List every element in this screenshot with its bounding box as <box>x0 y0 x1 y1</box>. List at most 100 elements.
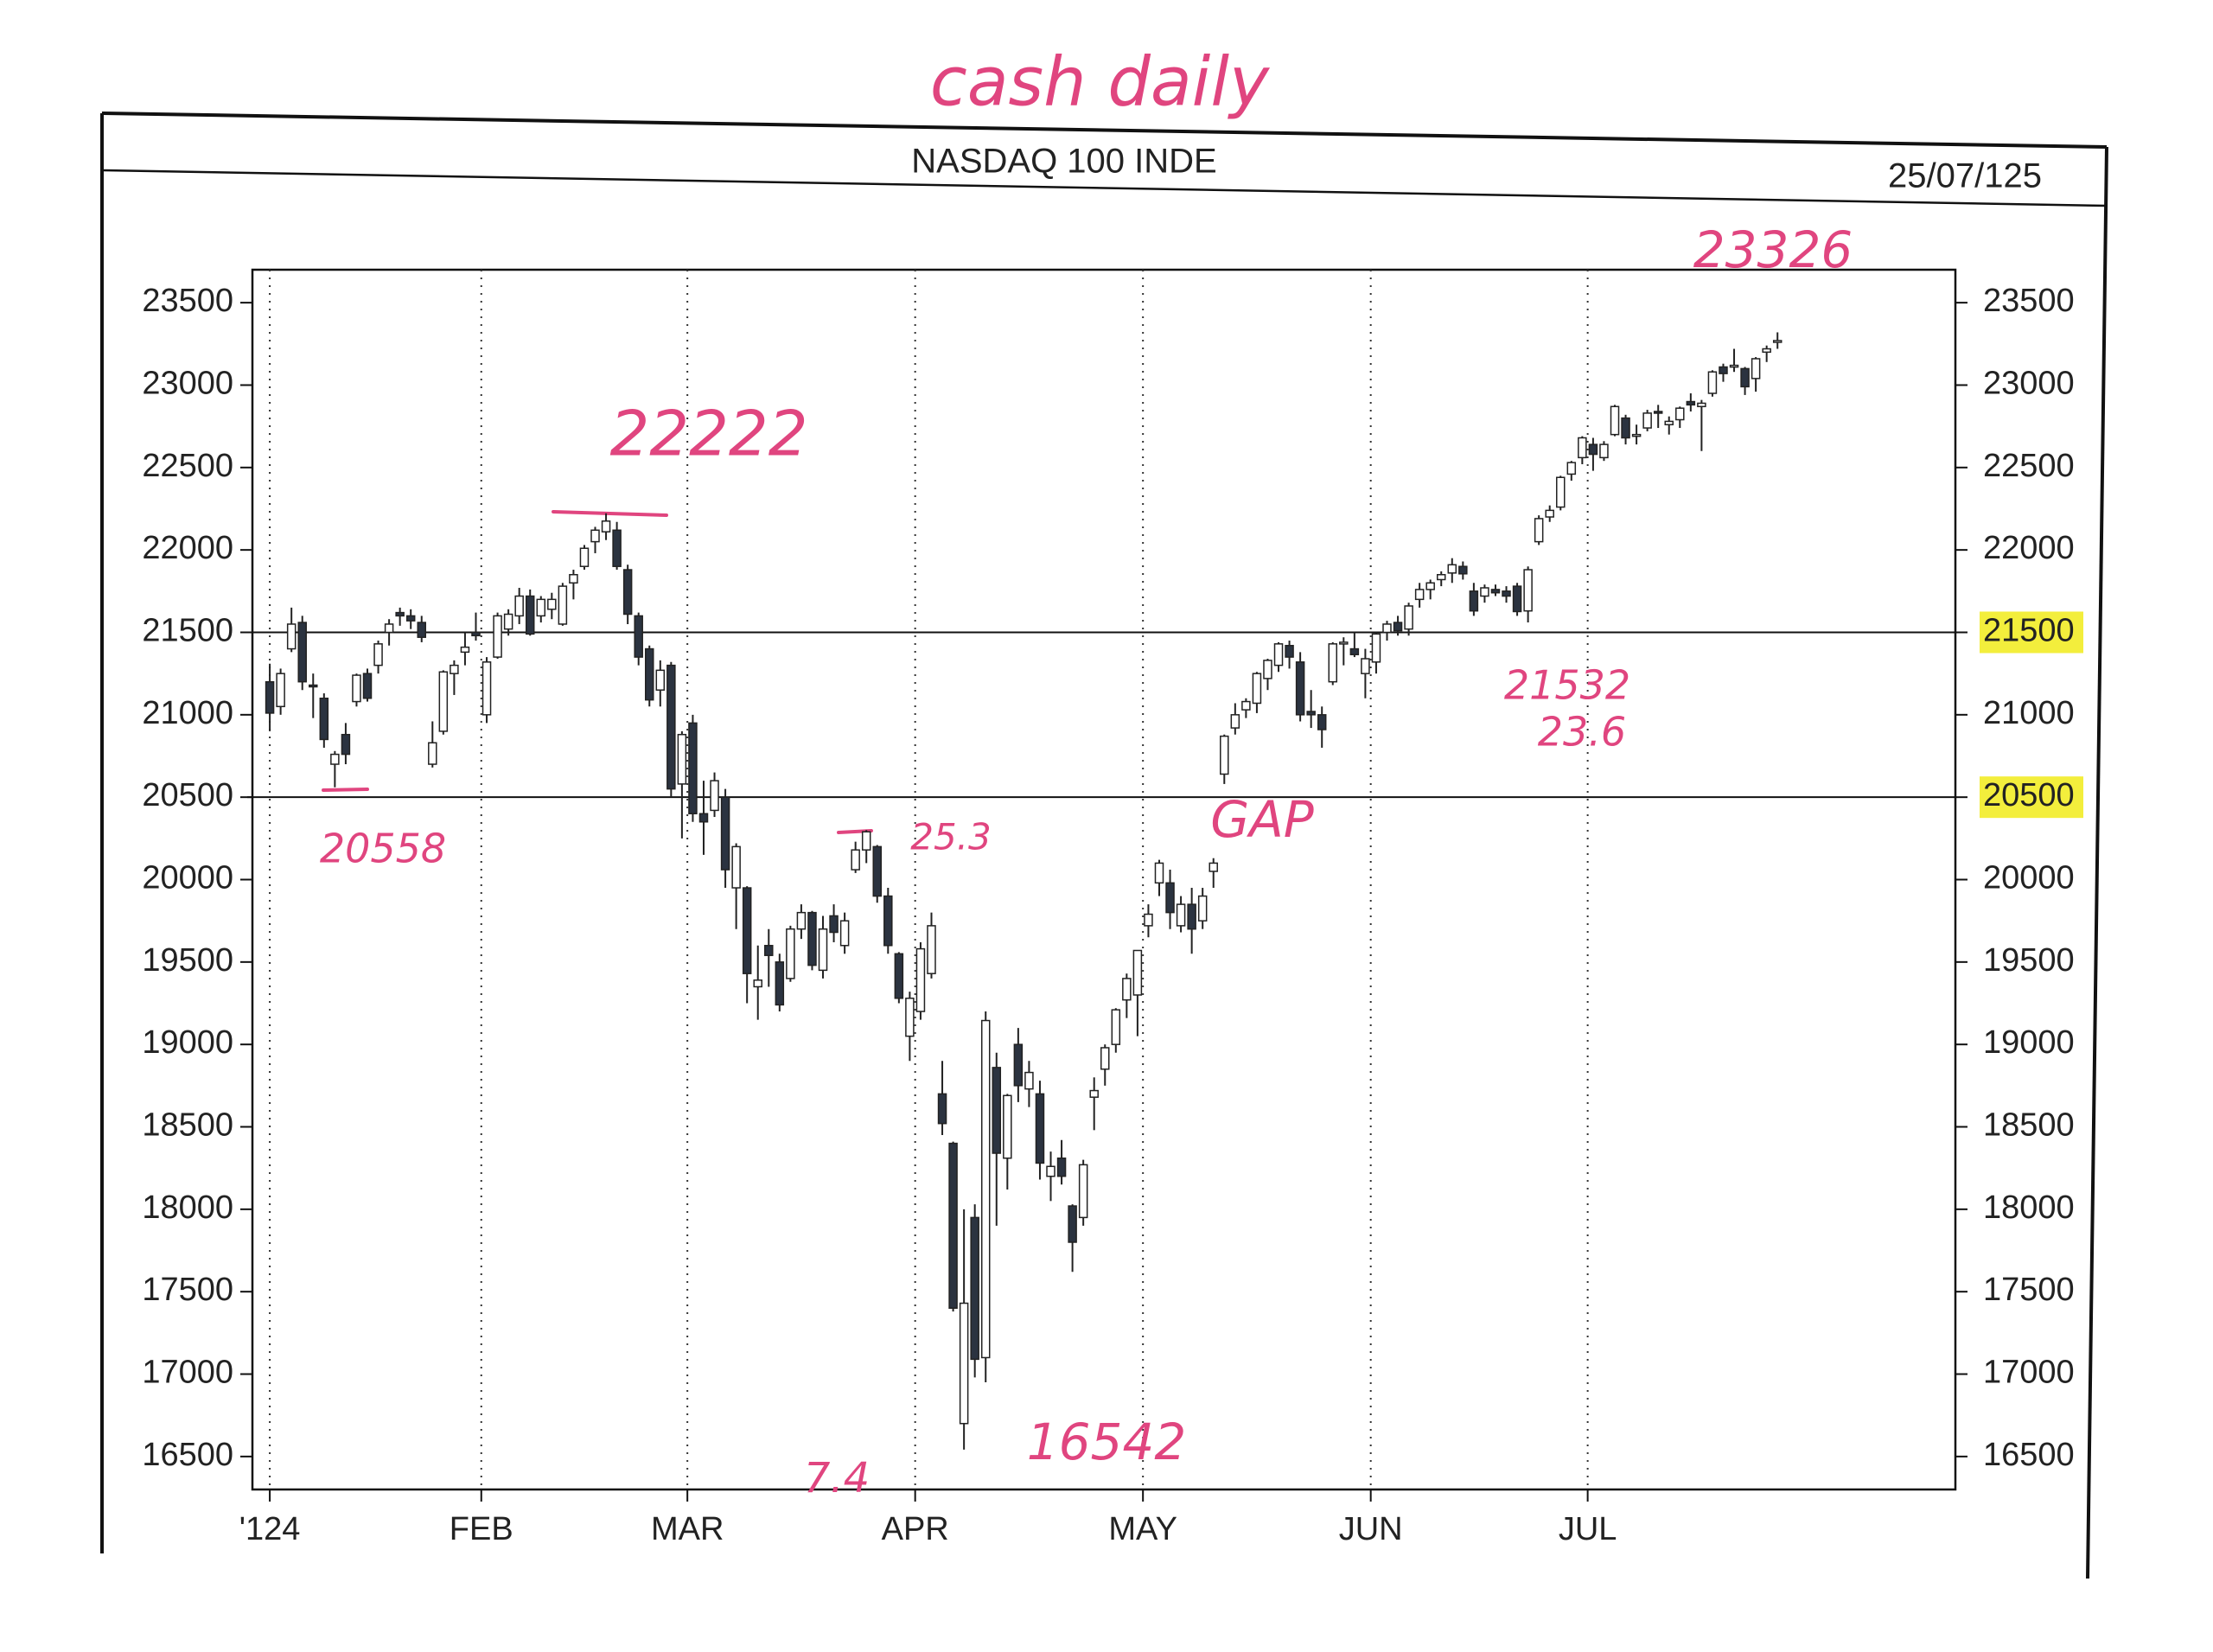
candle-body <box>1273 643 1284 667</box>
candle-body <box>1566 462 1577 475</box>
candle-body <box>1263 660 1272 679</box>
candle-body <box>1295 661 1305 716</box>
y2-tick-label: 19000 <box>1983 1024 2075 1061</box>
candle-body <box>1545 509 1554 518</box>
annotation: 23.6 <box>1538 709 1626 756</box>
annotation: 23326 <box>1693 220 1853 279</box>
candle-body <box>1252 673 1262 705</box>
candle-body <box>1480 587 1489 597</box>
candle-body <box>1003 1094 1012 1159</box>
chart-title: NASDAQ 100 INDE <box>911 143 1216 181</box>
candle-body <box>503 613 513 630</box>
candle-body <box>1220 735 1229 775</box>
y-tick-label: 21000 <box>142 695 233 731</box>
candle-body <box>894 953 904 999</box>
candle-body <box>1490 589 1501 594</box>
candle-body <box>1599 443 1609 459</box>
x-tick-label: '124 <box>239 1511 301 1547</box>
candle-body <box>493 615 502 658</box>
candle-body <box>970 1216 979 1361</box>
candle-body <box>1046 1165 1055 1177</box>
candle-body <box>1393 622 1403 632</box>
y2-tick-label: 22500 <box>1983 448 2075 484</box>
y2-tick-label: 20500 <box>1983 777 2075 813</box>
candle-body <box>536 598 546 617</box>
candle-body <box>980 1019 991 1359</box>
candle-body <box>1056 1157 1067 1177</box>
x-tick-label: JUL <box>1559 1511 1617 1547</box>
candle-body <box>742 887 752 974</box>
x-tick-label: MAY <box>1108 1511 1177 1547</box>
y2-tick-label: 21000 <box>1983 695 2075 731</box>
candle-body <box>1349 647 1360 655</box>
candle-body <box>1502 590 1511 597</box>
y-tick-label: 19000 <box>142 1024 233 1061</box>
candle-body <box>405 615 416 622</box>
candle-body <box>1751 358 1761 380</box>
y2-tick-label: 21500 <box>1983 613 2075 649</box>
candle-body <box>1740 367 1750 388</box>
candle-body <box>352 674 361 703</box>
y-tick-label: 22000 <box>142 530 233 566</box>
y2-tick-label: 23000 <box>1983 366 2075 402</box>
candle-body <box>514 595 524 617</box>
candle-body <box>1241 700 1251 711</box>
candle-body <box>720 796 730 871</box>
candle-body <box>1013 1043 1024 1087</box>
candle-body <box>1382 623 1392 634</box>
candle-body <box>905 998 915 1037</box>
candle-body <box>1339 641 1349 645</box>
y2-tick-label: 23500 <box>1983 283 2075 319</box>
header-line <box>101 169 2108 207</box>
candle-body <box>937 1093 947 1125</box>
y2-tick-label: 17500 <box>1983 1272 2075 1308</box>
candle-body <box>710 780 719 812</box>
y-tick-label: 19500 <box>142 942 233 979</box>
y2-tick-label: 17000 <box>1983 1355 2075 1391</box>
annotation: 7.4 <box>804 1454 870 1502</box>
candle-body <box>1144 913 1153 927</box>
candle-body <box>634 615 643 658</box>
annotation: 16542 <box>1027 1413 1187 1471</box>
candle-body <box>558 585 568 625</box>
candle-body <box>1578 437 1587 459</box>
x-tick-label: APR <box>882 1511 949 1547</box>
candle-body <box>1621 417 1630 439</box>
candle-body <box>330 753 340 765</box>
candle-body <box>927 925 936 974</box>
candle-body <box>1306 711 1316 716</box>
candle-body <box>1328 643 1338 683</box>
candle-body <box>1447 564 1457 574</box>
annotation: 20558 <box>320 826 446 872</box>
candle-body <box>276 673 285 708</box>
candle-body <box>872 845 883 897</box>
candle-body <box>753 979 762 988</box>
y-tick-label: 18000 <box>142 1190 233 1226</box>
candle-body <box>341 733 351 756</box>
y-tick-label: 17000 <box>142 1355 233 1391</box>
candle-body <box>1122 978 1132 1001</box>
candle-body <box>1686 400 1696 406</box>
candle-body <box>297 622 307 683</box>
candle-body <box>438 671 449 732</box>
candle-body <box>286 623 297 650</box>
candle-body <box>1317 714 1327 730</box>
candle-body <box>395 611 405 617</box>
candle-body <box>677 733 687 785</box>
candle-body <box>579 547 590 567</box>
candle-body <box>1361 658 1370 674</box>
tick-highlight <box>1980 776 2083 819</box>
pen-stroke <box>322 788 369 792</box>
hand-strokes <box>322 510 873 834</box>
candle-body <box>1371 633 1381 663</box>
candle-body <box>1697 402 1706 408</box>
chart-date: 25/07/125 <box>1888 157 2042 195</box>
candle-body <box>731 845 741 889</box>
candle-body <box>319 698 329 741</box>
annotation: 21532 <box>1504 662 1630 709</box>
candle-body <box>525 595 535 635</box>
candle-body <box>417 622 426 638</box>
candle-body <box>1458 565 1468 575</box>
candle-body <box>1209 862 1218 872</box>
candle-body <box>1762 348 1771 354</box>
